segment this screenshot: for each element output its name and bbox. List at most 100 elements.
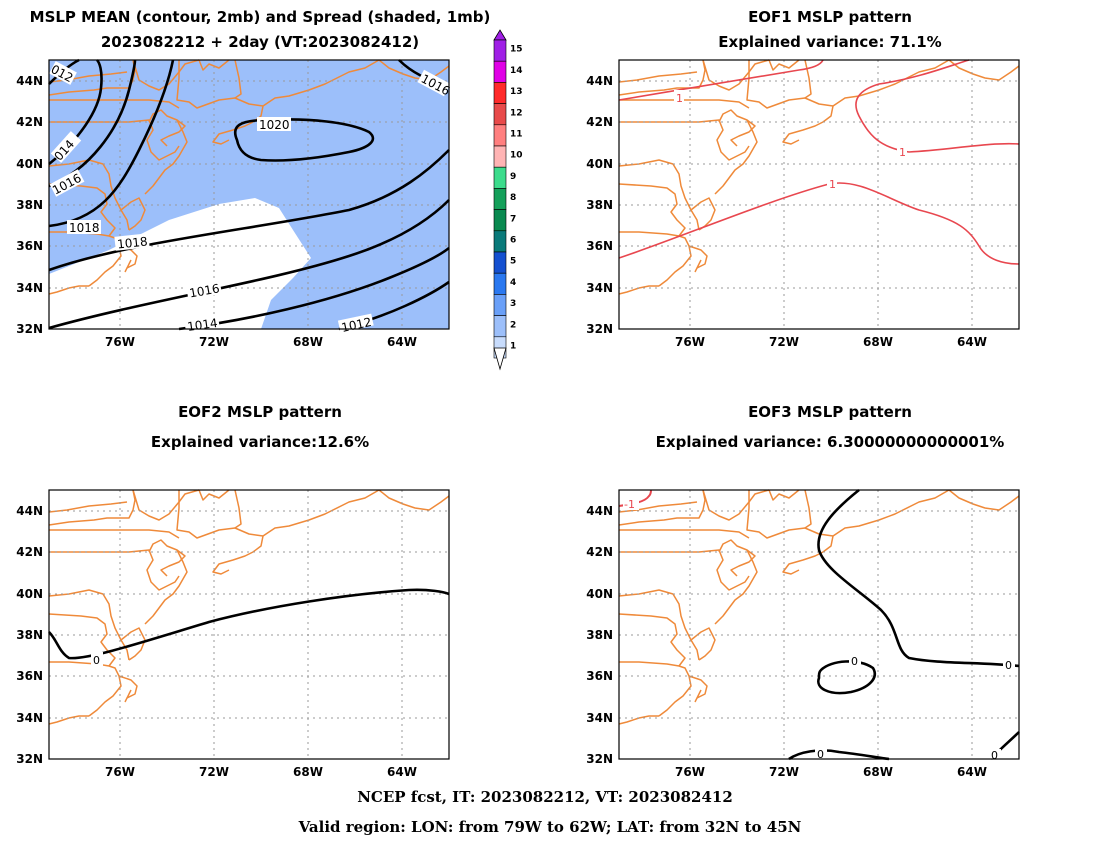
lat-tick-label: 40N — [16, 587, 43, 601]
colorbar-cell — [493, 103, 507, 126]
mslp-mean-contour-labels: 012 014 1016 1018 1018 1020 1016 1014 10… — [49, 61, 452, 335]
contour-label: 0 — [817, 748, 824, 761]
colorbar-label: 6 — [510, 235, 516, 245]
panel-subtitle: Explained variance: 71.1% — [718, 33, 941, 51]
contour-label: 1 — [829, 178, 836, 191]
colorbar-label: 3 — [510, 299, 516, 309]
colorbar-cell — [493, 209, 507, 232]
eof2-contour-labels: 0 — [91, 652, 103, 667]
colorbar-cell — [493, 188, 507, 210]
contour-label: 1018 — [116, 234, 148, 251]
footer-forecast-info: NCEP fcst, IT: 2023082212, VT: 202308241… — [357, 788, 733, 806]
colorbar-cell — [493, 166, 507, 189]
panel-title: EOF2 MSLP pattern — [178, 403, 342, 421]
colorbar-label: 9 — [510, 172, 516, 182]
map-frame — [48, 59, 450, 330]
lat-tick-label: 42N — [586, 115, 613, 129]
contour-label: 1014 — [186, 316, 218, 334]
contour-label: 1 — [676, 92, 683, 105]
eof3-contour-labels: -1 0 0 0 0 — [623, 496, 1015, 762]
lat-tick-label: 32N — [16, 752, 43, 766]
contour-label: 1016 — [188, 281, 221, 300]
lat-tick-label: 32N — [586, 752, 613, 766]
lat-tick-label: 34N — [16, 281, 43, 295]
colorbar-cell — [493, 230, 507, 253]
eof1-contour-labels: 1 1 1 — [674, 90, 907, 191]
lon-tick-label: 76W — [105, 765, 135, 779]
map-frame — [48, 489, 450, 760]
colorbar-cell — [493, 60, 507, 83]
lat-tick-label: 32N — [16, 322, 43, 336]
contour-label: 1020 — [259, 118, 290, 132]
lat-tick-label: 44N — [586, 74, 613, 88]
lat-tick-label: 44N — [16, 74, 43, 88]
lat-tick-label: 34N — [16, 711, 43, 725]
colorbar-label: 2 — [510, 320, 516, 330]
lon-tick-label: 68W — [863, 765, 893, 779]
panel-eof2: 0 — [48, 489, 450, 760]
panel-subtitle: Explained variance:12.6% — [151, 433, 369, 451]
colorbar-cell — [493, 251, 507, 274]
lat-tick-label: 34N — [586, 281, 613, 295]
lon-tick-label: 72W — [769, 765, 799, 779]
lat-tick-label: 40N — [16, 157, 43, 171]
lat-tick-label: 36N — [16, 239, 43, 253]
contour-label: 1 — [899, 146, 906, 159]
contour-label: 0 — [1005, 659, 1012, 672]
eof2-contours — [48, 588, 450, 660]
spread-colorbar: 15 14 13 12 11 10 9 8 7 6 5 4 3 2 1 — [493, 29, 523, 371]
colorbar-label: 1 — [510, 341, 516, 351]
lat-tick-label: 36N — [586, 669, 613, 683]
lat-tick-label: 40N — [586, 587, 613, 601]
colorbar-top-arrow — [493, 29, 507, 41]
lon-tick-label: 64W — [387, 765, 417, 779]
panel-title: EOF1 MSLP pattern — [748, 8, 912, 26]
colorbar-label: 10 — [510, 151, 523, 161]
colorbar-label: 5 — [510, 257, 516, 267]
colorbar-cell — [493, 124, 507, 147]
map-grid — [49, 490, 449, 759]
panel-subtitle: 2023082212 + 2day (VT:2023082412) — [101, 33, 419, 51]
panel-title: MSLP MEAN (contour, 2mb) and Spread (sha… — [30, 8, 491, 26]
colorbar-cell — [493, 272, 507, 295]
colorbar-label: 7 — [510, 214, 516, 224]
lat-tick-label: 40N — [586, 157, 613, 171]
map-frame — [618, 59, 1020, 330]
lon-tick-label: 72W — [199, 765, 229, 779]
lat-tick-label: 42N — [16, 115, 43, 129]
map-grid — [619, 60, 1019, 329]
colorbar-bottom-arrow — [493, 347, 507, 371]
colorbar-cell — [493, 145, 507, 168]
lon-tick-label: 64W — [957, 335, 987, 349]
lat-tick-label: 44N — [586, 504, 613, 518]
colorbar-label: 14 — [510, 66, 523, 76]
panel-subtitle: Explained variance: 6.30000000000001% — [656, 433, 1005, 451]
colorbar-label: 12 — [510, 108, 523, 118]
lat-tick-label: 32N — [586, 322, 613, 336]
contour-label: 0 — [991, 749, 998, 762]
lon-tick-label: 72W — [769, 335, 799, 349]
panel-eof1: 1 1 1 — [618, 59, 1020, 330]
lat-tick-label: 38N — [586, 628, 613, 642]
colorbar-label: 15 — [510, 45, 523, 55]
contour-label: 0 — [851, 655, 858, 668]
lon-tick-label: 72W — [199, 335, 229, 349]
map-frame — [618, 489, 1020, 760]
lat-tick-label: 44N — [16, 504, 43, 518]
panel-eof3: -1 0 0 0 0 — [618, 488, 1020, 762]
contour-label: 1012 — [340, 315, 373, 335]
lat-tick-label: 36N — [16, 669, 43, 683]
lon-tick-label: 76W — [675, 335, 705, 349]
panel-mslp-mean: 012 014 1016 1018 1018 1020 1016 1014 10… — [48, 58, 452, 335]
colorbar-cell — [493, 82, 507, 104]
colorbar-cell — [493, 294, 507, 316]
eof1-contours — [618, 59, 1020, 265]
lon-tick-label: 64W — [957, 765, 987, 779]
colorbar-label: 4 — [510, 278, 516, 288]
lat-tick-label: 36N — [586, 239, 613, 253]
lat-tick-label: 42N — [586, 545, 613, 559]
lon-tick-label: 76W — [105, 335, 135, 349]
colorbar-cell — [493, 315, 507, 338]
lat-tick-label: 38N — [16, 628, 43, 642]
contour-label: -1 — [624, 498, 635, 511]
